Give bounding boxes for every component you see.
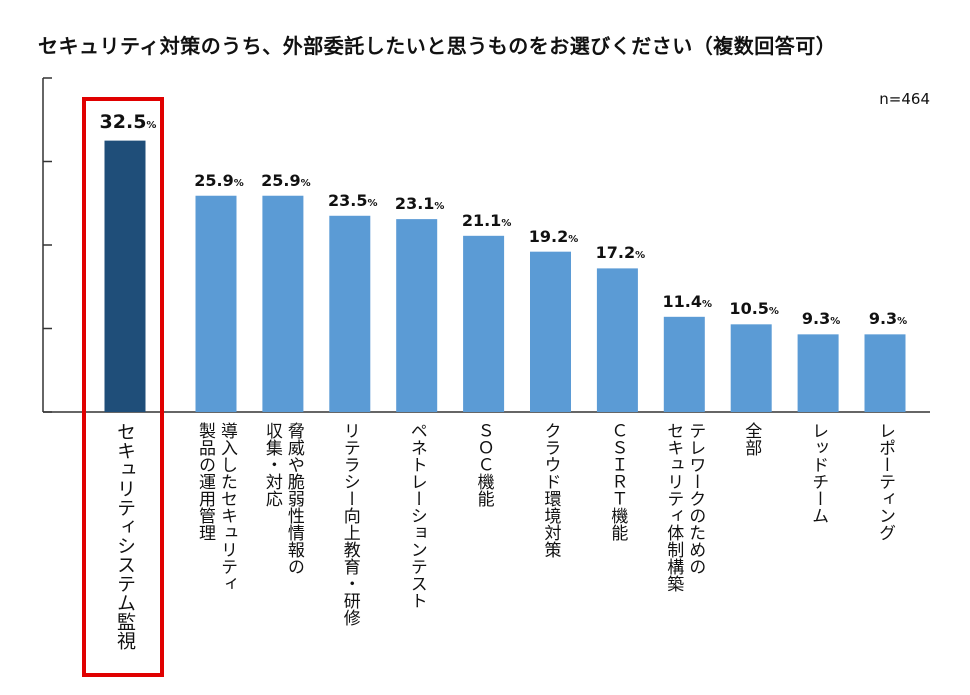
data-label-unit: %	[501, 217, 512, 229]
data-label-value: 23.5	[328, 190, 368, 210]
data-label: 25.9%	[194, 171, 244, 190]
data-label-value: 10.5	[729, 299, 769, 319]
sample-size-label: n=464	[879, 90, 930, 108]
category-label: レッドチーム	[808, 422, 828, 524]
bar	[329, 215, 371, 412]
category-label: 導入したセキュリティ 製品の運用管理	[195, 422, 237, 592]
data-label-value: 21.1	[461, 210, 502, 230]
bar	[195, 195, 237, 412]
category-label-line: 導入したセキュリティ	[217, 422, 237, 592]
highlight-box	[82, 97, 164, 677]
bar	[104, 140, 146, 412]
data-label-value: 32.5	[99, 110, 147, 133]
category-label: 脅威や脆弱性情報の 収集・対応	[262, 422, 304, 575]
data-label-unit: %	[146, 119, 157, 131]
data-label-value: 23.1	[394, 194, 435, 214]
category-label: クラウド環境対策	[541, 422, 561, 558]
category-label-line: 脅威や脆弱性情報の	[283, 422, 304, 575]
data-label: 9.3%	[869, 309, 907, 328]
category-label-line: セキュリティ体制構築	[663, 422, 684, 592]
data-label-unit: %	[300, 177, 311, 189]
category-label: 全部	[741, 422, 761, 456]
data-label-unit: %	[233, 177, 244, 189]
data-label: 23.5%	[328, 191, 378, 210]
category-label: セキュリティシステム監視	[114, 422, 136, 650]
data-label-unit: %	[434, 201, 445, 213]
category-label-line: ＳＯＣ機能	[473, 422, 494, 507]
category-label-line: 製品の運用管理	[195, 422, 215, 541]
data-label: 23.1%	[395, 194, 445, 213]
category-label: ＣＳＩＲＴ機能	[607, 422, 627, 541]
category-label-line: セキュリティシステム監視	[114, 422, 136, 650]
data-label: 32.5%	[100, 111, 157, 133]
bar	[730, 324, 772, 412]
data-label-value: 9.3	[868, 309, 898, 329]
category-label: リテラシー向上教育・研修	[340, 422, 360, 626]
data-label-unit: %	[897, 316, 908, 328]
data-label-value: 11.4	[662, 291, 703, 311]
data-label-value: 25.9	[194, 170, 234, 190]
data-label-value: 19.2	[528, 226, 569, 246]
data-label: 19.2%	[529, 227, 579, 246]
data-label-value: 17.2	[595, 243, 636, 263]
category-label-line: ＣＳＩＲＴ機能	[607, 422, 628, 541]
data-label: 11.4%	[663, 292, 713, 311]
bar	[864, 334, 906, 412]
category-label-line: テレワークのための	[685, 422, 706, 575]
data-label-unit: %	[367, 197, 378, 209]
bar	[663, 316, 705, 412]
category-label-line: レポーティング	[875, 422, 895, 541]
category-label-line: クラウド環境対策	[540, 422, 561, 558]
data-label-value: 9.3	[801, 309, 831, 329]
data-label: 21.1%	[462, 211, 512, 230]
category-label: ＳＯＣ機能	[474, 422, 494, 507]
data-label-unit: %	[702, 298, 713, 310]
category-label: ペネトレーションテスト	[407, 422, 427, 609]
chart-title: セキュリティ対策のうち、外部委託したいと思うものをお選びください（複数回答可）	[38, 34, 837, 58]
category-label: テレワークのための セキュリティ体制構築	[663, 422, 705, 592]
bar	[596, 268, 638, 412]
data-label: 25.9%	[261, 171, 311, 190]
data-label-unit: %	[635, 250, 646, 262]
data-label: 17.2%	[596, 243, 646, 262]
bar	[797, 334, 839, 412]
data-label: 10.5%	[729, 299, 779, 318]
bar	[262, 195, 304, 412]
bar	[396, 219, 438, 412]
bar	[463, 235, 505, 412]
category-label-line: ペネトレーションテスト	[406, 422, 427, 609]
data-label-unit: %	[830, 316, 841, 328]
bar	[530, 251, 571, 412]
category-label-line: レッドチーム	[808, 422, 829, 524]
category-label: レポーティング	[875, 422, 895, 541]
category-label-line: 全部	[741, 422, 762, 456]
category-label-line: リテラシー向上教育・研修	[339, 422, 360, 626]
data-label-unit: %	[568, 233, 579, 245]
data-label-value: 25.9	[261, 170, 301, 190]
category-label-line: 収集・対応	[261, 422, 282, 507]
data-label-unit: %	[768, 306, 779, 318]
data-label: 9.3%	[802, 309, 840, 328]
